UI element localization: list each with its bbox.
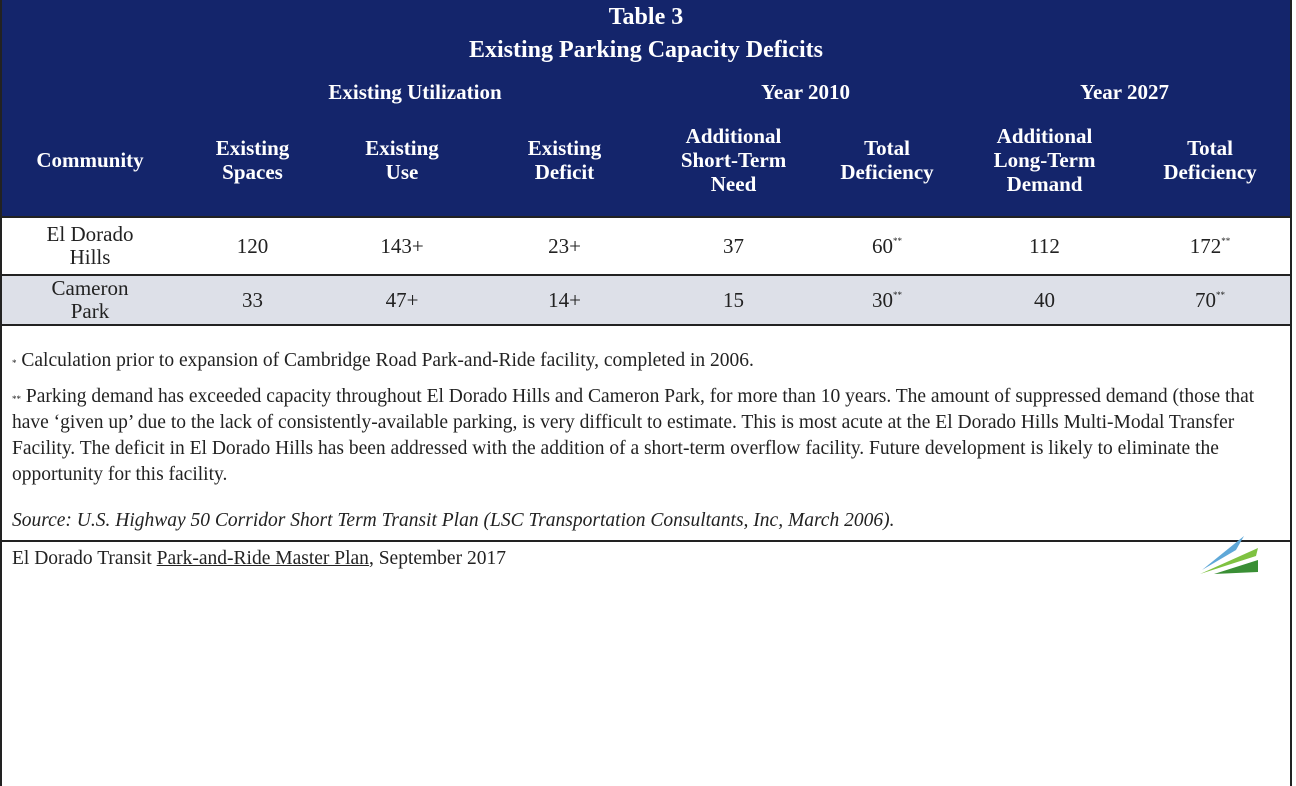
column-header: Total Deficiency — [815, 110, 959, 210]
cell-note: ** — [1216, 289, 1225, 300]
cell-text: 172 — [1189, 233, 1222, 258]
cell-text: 30 — [872, 287, 893, 312]
footer: El Dorado Transit Park-and-Ride Master P… — [12, 548, 506, 570]
table-title: Table 3 — [608, 4, 684, 30]
column-header-line: Total — [864, 136, 910, 160]
logo-green — [1200, 548, 1258, 574]
footer-prefix: El Dorado Transit — [12, 548, 152, 569]
cell-note: ** — [1221, 235, 1231, 246]
group-header: Year 2027 — [1080, 79, 1169, 104]
column-header-line: Deficiency — [840, 160, 934, 184]
cell: 15 — [652, 275, 815, 326]
cell-text: El Dorado Hills — [46, 221, 134, 269]
column-header: Community — [2, 110, 178, 210]
column-header-line: Short-Term — [680, 148, 787, 172]
cell-text: 47+ — [385, 287, 419, 312]
logo — [1200, 536, 1258, 574]
cell-text: 143+ — [380, 233, 424, 258]
cell: 60** — [815, 216, 959, 276]
data-table: El Dorado Hills 120 143+ 23+ 37 60** 112 172** C… — [2, 216, 1290, 326]
cell: 120 — [178, 216, 327, 276]
cell-text: 14+ — [548, 287, 581, 312]
column-header-line: Additional — [685, 124, 782, 148]
cell-text: 60 — [872, 233, 893, 258]
column-header-line: Community — [36, 148, 144, 172]
column-row: Community Existing Spaces Existing Use Existi… — [2, 110, 1290, 210]
column-header-line: Existing — [215, 136, 290, 160]
cell: 47+ — [327, 275, 477, 326]
group-row: Existing Utilization Year 2010 Year 2027 — [2, 74, 1290, 110]
note-marker: ** — [12, 394, 21, 404]
cell: 143+ — [327, 216, 477, 276]
column-header-line: Use — [385, 160, 419, 184]
cell-text: 112 — [1029, 233, 1060, 258]
logo-blue — [1202, 536, 1244, 570]
data-row: El Dorado Hills 120 143+ 23+ 37 60** 112 172** — [2, 216, 1290, 276]
column-header: Existing Deficit — [477, 110, 652, 210]
cell: 70** — [1130, 275, 1290, 326]
column-header-line: Deficit — [534, 160, 595, 184]
cell: 37 — [652, 216, 815, 276]
cell: 40 — [959, 275, 1130, 326]
cell: El Dorado Hills — [2, 216, 178, 276]
column-header-line: Long-Term — [993, 148, 1096, 172]
table-header: Table 3 Existing Parking Capacity Defici… — [2, 0, 1290, 216]
column-header: Existing Spaces — [178, 110, 327, 210]
column-header: Total Deficiency — [1130, 110, 1290, 210]
note-marker: * — [12, 358, 17, 368]
column-header-line: Demand — [1006, 172, 1083, 196]
cell-text: 37 — [723, 233, 744, 258]
column-header: Existing Use — [327, 110, 477, 210]
cell-text: Cameron Park — [51, 275, 129, 323]
column-header-line: Existing — [365, 136, 439, 160]
cell-text: 15 — [723, 287, 744, 312]
source: Source: U.S. Highway 50 Corridor Short T… — [12, 510, 895, 531]
column-header-line: Additional — [996, 124, 1093, 148]
column-header: Additional Long-Term Demand — [959, 110, 1130, 210]
column-header-line: Spaces — [222, 160, 283, 184]
cell-note: ** — [893, 235, 902, 246]
cell-note: ** — [893, 289, 902, 300]
column-header-line: Existing — [527, 136, 602, 160]
note-text: Parking demand has exceeded capacity thr… — [12, 386, 1255, 485]
cell-text: 33 — [242, 287, 263, 312]
data-row: Cameron Park 33 47+ 14+ 15 30** 40 70** — [2, 275, 1290, 326]
cell-text: 40 — [1034, 287, 1055, 312]
cell: 172** — [1130, 216, 1290, 276]
notes: * Calculation prior to expansion of Camb… — [2, 348, 1290, 542]
footer-suffix: , September 2017 — [368, 548, 506, 569]
cell-text: 23+ — [548, 233, 581, 258]
column-header-line: Need — [710, 172, 757, 196]
logo-darkgreen — [1214, 560, 1258, 574]
note-text: Calculation prior to expansion of Cambri… — [21, 350, 754, 371]
cell: 30** — [815, 275, 959, 326]
group-spacer — [2, 74, 178, 110]
column-header-line: Deficiency — [1163, 160, 1257, 184]
cell: 23+ — [477, 216, 652, 276]
cell-text: 120 — [236, 233, 269, 258]
group-header: Existing Utilization — [328, 79, 502, 104]
cell: Cameron Park — [2, 275, 178, 326]
group-header: Year 2010 — [761, 79, 850, 104]
column-header-line: Total — [1187, 136, 1233, 160]
footer-link: Park-and-Ride Master Plan — [156, 548, 369, 569]
cell-text: 70 — [1195, 287, 1216, 312]
table-subtitle: Existing Parking Capacity Deficits — [469, 37, 823, 63]
note: ** Parking demand has exceeded capacity … — [12, 384, 1280, 488]
header-table: Existing Utilization Year 2010 Year 2027 C… — [2, 74, 1290, 210]
cell: 14+ — [477, 275, 652, 326]
cell: 112 — [959, 216, 1130, 276]
column-header: Additional Short-Term Need — [652, 110, 815, 210]
note: * Calculation prior to expansion of Camb… — [12, 348, 1280, 374]
cell: 33 — [178, 275, 327, 326]
